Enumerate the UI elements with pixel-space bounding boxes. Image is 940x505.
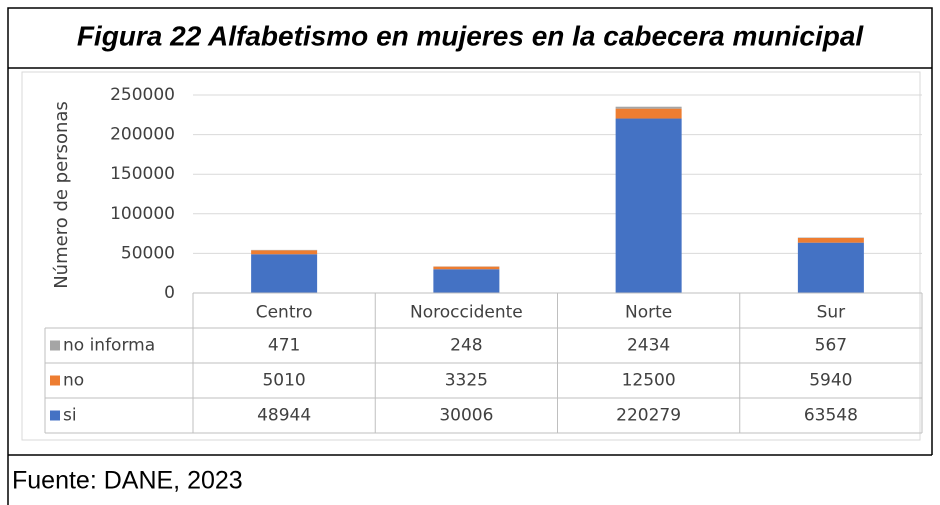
table-value: 5940 <box>809 371 852 391</box>
bar-segment <box>797 237 864 243</box>
y-tick-label: 0 <box>164 283 175 303</box>
bar-segment <box>251 254 318 293</box>
category-label: Noroccidente <box>410 303 523 323</box>
category-label: Norte <box>625 303 672 323</box>
bar-segment <box>433 266 500 270</box>
y-tick-label: 100000 <box>110 204 175 224</box>
bar-segment <box>615 118 682 293</box>
legend-label: no <box>63 371 84 391</box>
bar-segment <box>797 242 864 293</box>
table-value: 471 <box>268 336 300 356</box>
legend-swatch <box>50 375 60 386</box>
legend-swatch <box>50 410 60 421</box>
legend-label: si <box>63 406 77 426</box>
table-value: 5010 <box>262 371 305 391</box>
bar-segment <box>433 269 500 293</box>
bar-segment <box>615 106 682 109</box>
category-label: Centro <box>256 303 313 323</box>
y-tick-label: 150000 <box>110 164 175 184</box>
category-label: Sur <box>817 303 846 323</box>
table-value: 12500 <box>622 371 676 391</box>
y-tick-label: 250000 <box>110 85 175 105</box>
table-value: 2434 <box>627 336 670 356</box>
table-value: 3325 <box>445 371 488 391</box>
table-value: 30006 <box>439 406 493 426</box>
table-value: 220279 <box>616 406 681 426</box>
table-value: 567 <box>815 336 847 356</box>
bar-segment <box>251 250 318 255</box>
table-value: 248 <box>450 336 482 356</box>
legend-label: no informa <box>63 336 155 356</box>
chart-title: Figura 22 Alfabetismo en mujeres en la c… <box>77 20 865 51</box>
y-tick-label: 50000 <box>121 243 175 263</box>
chart-frame <box>21 71 921 441</box>
table-value: 63548 <box>804 406 858 426</box>
frame <box>7 7 933 505</box>
source: Fuente: DANE, 2023 <box>12 467 243 495</box>
y-tick-label: 200000 <box>110 125 175 145</box>
legend-swatch <box>50 340 60 351</box>
y-axis-title: Número de personas <box>51 101 72 289</box>
table-value: 48944 <box>257 406 311 426</box>
bar-segment <box>615 108 682 119</box>
